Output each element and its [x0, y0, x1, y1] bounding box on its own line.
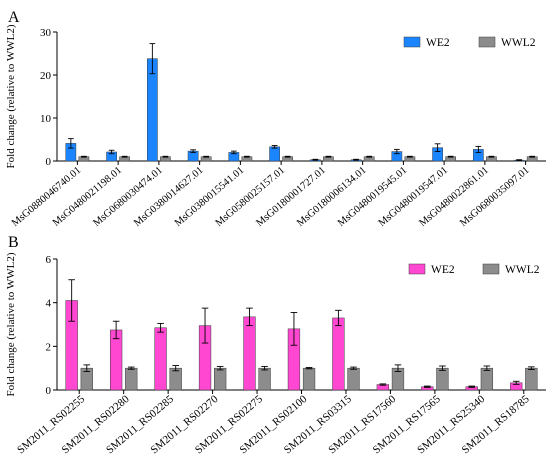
y-tick-label: 0 — [46, 156, 52, 168]
x-tick-label: MsG0180001727.01 — [254, 165, 327, 229]
bar-we2-5 — [269, 146, 280, 162]
x-tick-label: MsG0480019547.01 — [377, 165, 450, 229]
legend: WE2 WWL2 — [408, 263, 540, 276]
x-tick-label: MsG0580025157.01 — [214, 165, 287, 229]
x-tick-label: MsG0680035097.01 — [458, 165, 531, 229]
bar-wwl2-4 — [258, 367, 271, 391]
bar-wwl2-10 — [525, 367, 538, 391]
bar-we2-4 — [243, 316, 256, 391]
y-axis-label: Fold change (relative to WWL2) — [5, 252, 17, 396]
y-tick-label: 20 — [40, 70, 52, 82]
bar-wwl2-6 — [347, 367, 360, 391]
bar-wwl2-1 — [125, 367, 138, 391]
y-tick-label: 2 — [46, 341, 52, 353]
y-tick-label: 10 — [40, 113, 52, 125]
x-tick-label: MsG0480022861.01 — [417, 165, 490, 229]
legend-swatch-we2 — [408, 263, 426, 275]
legend-swatch-we2 — [403, 36, 421, 48]
y-tick-label: 0 — [46, 385, 52, 397]
legend-label-wwl2: WWL2 — [505, 264, 540, 276]
x-tick-label: MsG0680030474.01 — [91, 165, 164, 229]
y-tick-label: 6 — [46, 254, 52, 266]
x-tick-label: MsG0480021198.01 — [51, 165, 124, 229]
bar-wwl2-5 — [302, 367, 316, 391]
y-tick-label: 30 — [40, 27, 52, 39]
bar-wwl2-9 — [480, 367, 494, 391]
legend-label-wwl2: WWL2 — [501, 37, 536, 49]
y-axis-label: Fold change (relative to WWL2) — [5, 24, 17, 168]
bar-we2-2 — [154, 327, 167, 391]
legend-label-we2: WE2 — [426, 37, 450, 49]
x-tick-label: MsG0480019545.01 — [336, 165, 409, 229]
legend-label-we2: WE2 — [431, 264, 455, 276]
y-tick-label: 4 — [46, 298, 52, 310]
legend: WE2 WWL2 — [403, 36, 536, 49]
legend-swatch-wwl2 — [482, 263, 500, 275]
x-tick-label: MsG0380014627.01 — [132, 165, 205, 229]
legend-swatch-wwl2 — [478, 36, 496, 48]
panel-label: B — [8, 234, 19, 251]
bar-wwl2-2 — [169, 367, 182, 391]
panel-label: A — [8, 9, 20, 26]
x-tick-label: MsG0380015541.01 — [173, 165, 246, 229]
bar-wwl2-8 — [436, 367, 449, 391]
bar-wwl2-3 — [214, 367, 227, 391]
x-tick-label: MsG0880046740.01 — [10, 165, 83, 229]
x-tick-label: MsG0180006134.01 — [295, 165, 368, 229]
bar-we2-6 — [332, 317, 345, 391]
